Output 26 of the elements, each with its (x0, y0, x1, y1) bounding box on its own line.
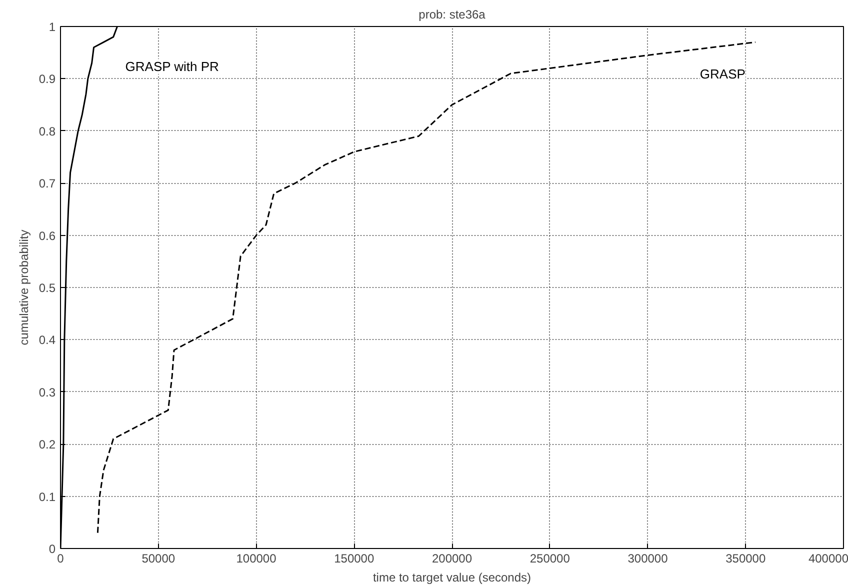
chart-title: prob: ste36a (418, 8, 486, 22)
series-label: GRASP with PR (125, 59, 219, 74)
y-tick-label: 0.9 (38, 72, 56, 86)
y-tick-label: 0.5 (38, 281, 56, 295)
x-axis-title: time to target value (seconds) (372, 570, 532, 584)
y-tick-label: 0.8 (38, 124, 56, 138)
y-tick-label: 0.2 (38, 438, 56, 452)
x-tick-label: 400000 (808, 552, 848, 566)
y-tick-label: 0.1 (38, 490, 56, 504)
line-series (96, 41, 756, 534)
y-tick-label: 0.7 (38, 176, 56, 191)
x-tick-label: 300000 (628, 552, 668, 566)
y-tick-label: 0.6 (38, 228, 56, 243)
x-tick-label: 350000 (726, 552, 766, 566)
series-label: GRASP (700, 66, 746, 82)
x-tick-label: 150000 (334, 552, 374, 566)
x-tick-label: 200000 (432, 552, 472, 566)
y-axis-title: cumulative probability (16, 230, 31, 346)
x-tick-label: 100000 (236, 552, 277, 566)
y-tick-label: 0.3 (38, 385, 56, 400)
y-tick-label: 1 (48, 20, 56, 34)
x-tick-label: 50000 (142, 552, 176, 566)
x-tick-label: 0 (57, 552, 64, 566)
y-tick-label: 0.4 (38, 333, 56, 348)
y-tick-label: 0 (48, 542, 56, 556)
x-tick-label: 250000 (530, 552, 570, 566)
